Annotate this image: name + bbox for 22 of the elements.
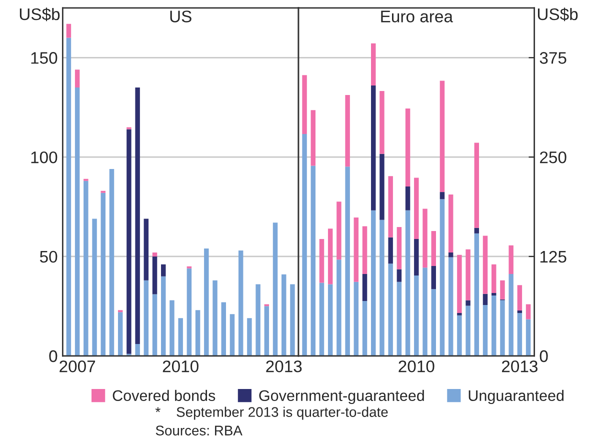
legend-label: Unguaranteed (468, 390, 564, 404)
y-axis-title: US$b (538, 8, 578, 22)
y-tick-label: 100 (31, 151, 58, 164)
x-tick-label: 2013 (502, 360, 538, 372)
legend-label: Government-guaranteed (259, 390, 424, 404)
x-tick-label: 2007 (60, 360, 96, 372)
x-tick-label: 2010 (398, 360, 434, 372)
y-axis-title: US$b (20, 8, 60, 22)
y-tick-label: 0 (49, 350, 58, 362)
x-tick-label: 2010 (162, 360, 198, 372)
y-tick-label: 375 (540, 52, 566, 64)
x-tick-label: 2013 (266, 360, 302, 372)
y-tick-label: 250 (540, 151, 566, 164)
source-note: Sources: RBA (156, 426, 242, 436)
chart-title: Euro area (381, 10, 454, 22)
legend-label: Covered bonds (112, 390, 216, 402)
chart-title: US (170, 10, 192, 22)
y-tick-label: 50 (40, 250, 58, 263)
y-tick-label: 150 (31, 52, 58, 64)
y-tick-label: 0 (540, 350, 548, 362)
text: * September 2013 is quarter-to-date (155, 406, 388, 420)
y-tick-label: 125 (540, 250, 566, 263)
